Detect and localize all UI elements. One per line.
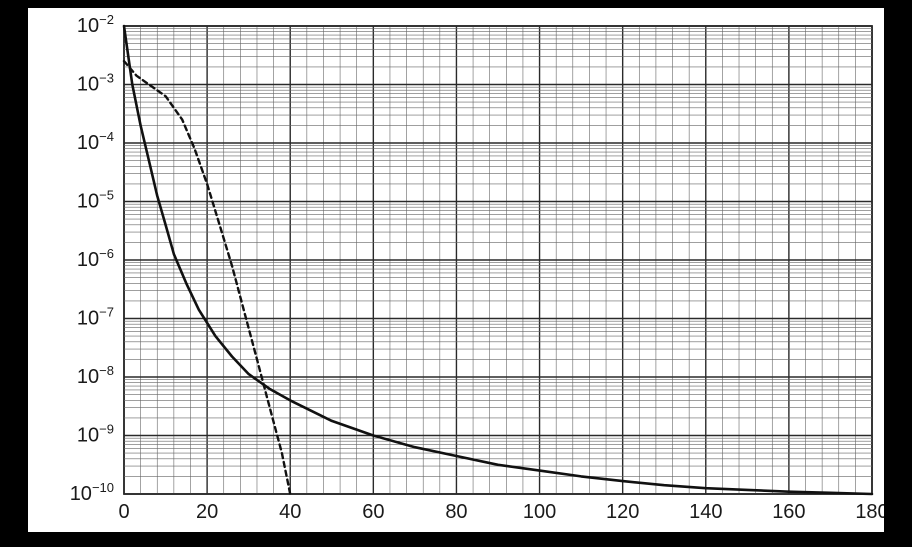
y-tick-label: 10−8 <box>77 363 114 388</box>
x-tick-label: 80 <box>445 501 467 523</box>
x-tick-label: 120 <box>606 501 639 523</box>
y-tick-label: 10−10 <box>70 480 114 505</box>
x-tick-label: 180 <box>855 501 884 523</box>
x-tick-label: 0 <box>118 501 129 523</box>
x-tick-label: 20 <box>196 501 218 523</box>
x-tick-label: 140 <box>689 501 722 523</box>
x-tick-label: 40 <box>279 501 301 523</box>
y-tick-label: 10−3 <box>77 71 114 96</box>
x-tick-label: 160 <box>772 501 805 523</box>
x-tick-label: 60 <box>362 501 384 523</box>
chart-frame: 0 20 40 60 80 100 120 140 160 180 10−2 10−3 10−4 10−5… <box>26 6 886 534</box>
x-tick-label: 100 <box>523 501 556 523</box>
y-tick-label: 10−6 <box>77 246 114 271</box>
y-tick-label: 10−9 <box>77 422 114 447</box>
y-tick-label: 10−4 <box>77 129 114 154</box>
y-tick-label: 10−5 <box>77 188 114 213</box>
semilog-line-chart: 0 20 40 60 80 100 120 140 160 180 10−2 10−3 10−4 10−5… <box>28 8 884 532</box>
y-tick-label: 10−2 <box>77 12 114 37</box>
y-tick-label: 10−7 <box>77 305 114 330</box>
